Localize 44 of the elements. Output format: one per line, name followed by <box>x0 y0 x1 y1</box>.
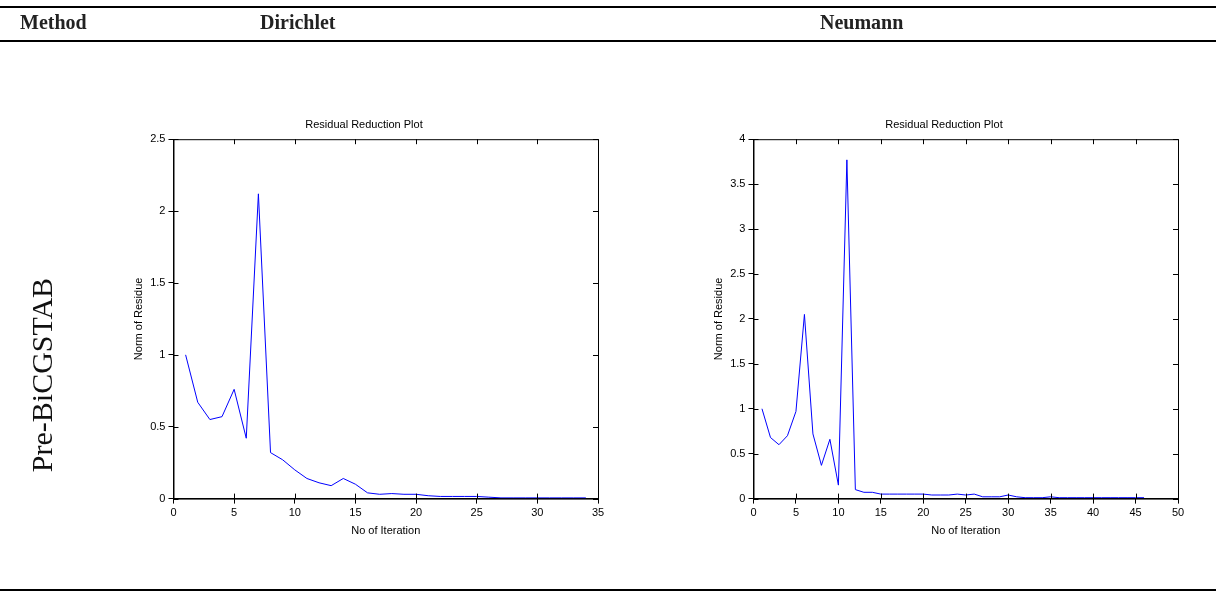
y-tick-label: 0 <box>739 491 746 504</box>
x-tick-label: 15 <box>349 506 362 519</box>
y-tick-label: 1.5 <box>150 275 166 288</box>
y-tick-label: 2 <box>739 311 746 324</box>
text: Method <box>20 11 87 34</box>
x-tick-label: 30 <box>1002 506 1015 519</box>
x-tick-label: 25 <box>470 506 483 519</box>
x-tick-label: 10 <box>288 506 301 519</box>
y-tick-label: 3.5 <box>730 177 746 190</box>
y-tick-label: 1.5 <box>730 356 746 369</box>
y-axis-title: Norm of Residue <box>131 277 144 361</box>
text: Neumann <box>820 11 904 34</box>
y-tick-label: 0.5 <box>730 446 746 459</box>
text: Dirichlet <box>260 11 336 34</box>
x-tick-label: 5 <box>231 506 238 519</box>
y-tick-label: 4 <box>739 132 746 145</box>
y-tick-label: 1 <box>739 401 746 414</box>
text: Pre-BiCGSTAB <box>25 277 60 473</box>
x-tick-label: 35 <box>1044 506 1057 519</box>
x-axis-title: No of Iteration <box>351 524 421 537</box>
x-tick-label: 35 <box>591 506 605 519</box>
y-tick-label: 2.5 <box>150 132 166 145</box>
y-tick-label: 2 <box>159 204 166 217</box>
y-tick-label: 1 <box>159 347 166 360</box>
x-tick-label: 45 <box>1129 506 1142 519</box>
x-tick-label: 50 <box>1171 506 1185 519</box>
y-tick-label: 0 <box>159 491 166 504</box>
y-tick-label: 0.5 <box>150 419 166 432</box>
y-tick-label: 3 <box>739 222 746 235</box>
x-tick-label: 40 <box>1086 506 1100 519</box>
x-tick-label: 5 <box>792 506 799 519</box>
x-axis-title: No of Iteration <box>931 524 1001 537</box>
y-tick-label: 2.5 <box>730 267 746 280</box>
x-tick-label: 20 <box>917 506 930 519</box>
x-tick-label: 0 <box>750 506 757 519</box>
x-tick-label: 0 <box>170 506 177 519</box>
x-tick-label: 30 <box>531 506 544 519</box>
x-tick-label: 10 <box>832 506 845 519</box>
x-tick-label: 25 <box>959 506 972 519</box>
x-tick-label: 20 <box>409 506 423 519</box>
chart-title: Residual Reduction Plot <box>305 117 423 130</box>
y-axis-title: Norm of Residue <box>711 277 724 361</box>
chart-title: Residual Reduction Plot <box>885 117 1003 130</box>
x-tick-label: 15 <box>874 506 887 519</box>
